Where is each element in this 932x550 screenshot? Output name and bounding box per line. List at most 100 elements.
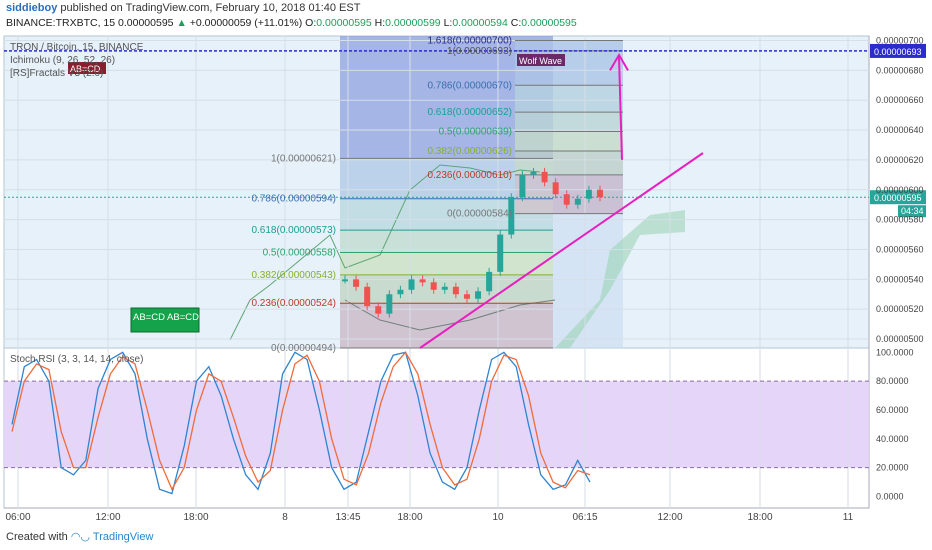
x-tick-label: 18:00 [183, 512, 208, 523]
x-tick-label: 12:00 [95, 512, 120, 523]
countdown-label: 04:34 [901, 206, 924, 216]
target-arrowhead [609, 52, 629, 71]
x-tick-label: 11 [843, 512, 854, 523]
fib-band [515, 112, 623, 132]
candle-body [585, 189, 592, 199]
y-tick-label: 0.00000660 [876, 95, 924, 105]
candle-body [563, 194, 570, 205]
rsi-tick-label: 40.0000 [876, 434, 909, 444]
author-name[interactable]: siddieboy [6, 2, 58, 14]
low-value: 0.00000594 [452, 17, 508, 29]
y-tick-label: 0.00000680 [876, 65, 924, 75]
candle-body [419, 279, 426, 283]
countdown-tag [898, 205, 926, 218]
fib-level-label: 0(0.00000584) [447, 209, 512, 220]
y-tick-label: 0.00000700 [876, 35, 924, 45]
target-price-label: 0.00000693 [874, 47, 922, 57]
x-tick-label: 12:00 [657, 512, 682, 523]
target-price-tag [870, 43, 926, 58]
last-price: 0.00000595 [118, 17, 174, 29]
rsi-legend: Stoch RSI (3, 3, 14, 14, close) [10, 354, 144, 365]
y-tick-label: 0.00000600 [876, 185, 924, 195]
publish-header: siddieboy published on TradingView.com, … [6, 2, 360, 14]
candle-body [386, 294, 393, 314]
chikou-line [229, 164, 541, 341]
fib-level-label: 0.618(0.00000573) [251, 225, 336, 236]
fib-level-label: 0.236(0.00000524) [251, 298, 336, 309]
price-axis[interactable] [869, 36, 932, 508]
fib-level-label: 0.786(0.00000670) [427, 80, 512, 91]
kijun-line [344, 299, 556, 331]
current-price-label: 0.00000595 [874, 193, 922, 203]
y-tick-label: 0.00000500 [876, 334, 924, 344]
fib-level-label: 0(0.00000494) [271, 343, 336, 354]
trendline [419, 152, 704, 349]
candle-body [408, 279, 415, 290]
abcd-box [130, 307, 200, 333]
ichimoku-cloud [555, 210, 685, 348]
y-tick-label: 0.00000640 [876, 125, 924, 135]
candle-body [530, 171, 537, 175]
candle-body [508, 197, 515, 235]
fractals-legend: [RS]Fractals V3 (2.0) [10, 68, 104, 79]
x-tick-label: 06:00 [5, 512, 30, 523]
rsi-tick-label: 100.0000 [876, 347, 914, 357]
x-tick-label: 18:00 [747, 512, 772, 523]
x-tick-label: 18:00 [397, 512, 422, 523]
marks-layer [4, 39, 926, 349]
fib-level-label: 0.786(0.00000594) [251, 194, 336, 205]
tradingview-brand[interactable]: TradingView [92, 531, 154, 543]
candle-body [574, 198, 581, 205]
high-label: H: [374, 17, 386, 29]
symbol-label: BINANCE:TRXBTC, 15 [6, 17, 116, 29]
fib-level-label: 0.5(0.00000639) [439, 127, 512, 138]
rsi-tick-label: 80.0000 [876, 376, 909, 386]
y-tick-label: 0.00000580 [876, 215, 924, 225]
fib-band [340, 303, 553, 348]
candle-body [497, 234, 504, 272]
x-tick-label: 06:15 [572, 512, 597, 523]
candle-body [441, 286, 448, 290]
candle-body [541, 171, 548, 183]
candle-body [463, 294, 470, 299]
candle-body [552, 182, 559, 195]
publish-info: published on TradingView.com, February 1… [60, 2, 361, 14]
y-tick-label: 0.00000540 [876, 274, 924, 284]
current-price-tag [870, 190, 926, 205]
wolfwave-tag [517, 54, 565, 66]
footer: Created with ◠◡ TradingView [6, 530, 153, 543]
target-arrow [618, 56, 623, 160]
candle-body [430, 282, 437, 290]
grid-lines [4, 36, 869, 508]
open-label: O: [305, 17, 317, 29]
y-tick-label: 0.00000560 [876, 244, 924, 254]
price-change: +0.00000059 (+11.01%) [189, 17, 303, 29]
candle-body [486, 271, 493, 292]
fib-level-label: 1(0.00000621) [271, 153, 336, 164]
fib-level-label: 0.382(0.00000626) [427, 146, 512, 157]
created-with: Created with [6, 531, 68, 543]
candle-body [397, 289, 404, 295]
candle-body [597, 189, 603, 198]
fib-level-label: 0.5(0.00000558) [263, 247, 336, 258]
time-axis[interactable] [4, 508, 869, 526]
rsi-tick-label: 20.0000 [876, 463, 909, 473]
y-tick-label: 0.00000620 [876, 155, 924, 165]
rsi-tick-label: 0.0000 [876, 491, 904, 501]
x-tick-label: 13:45 [335, 512, 360, 523]
fib-band [515, 85, 623, 113]
fib-band [340, 252, 553, 275]
abcd-tag-label: AB=CD [70, 64, 101, 74]
candle-body [452, 286, 459, 295]
series-layer [11, 351, 591, 495]
tradingview-logo-icon: ◠◡ [70, 531, 91, 543]
close-label: C: [510, 17, 522, 29]
candle-body [342, 279, 348, 282]
symbol-header: BINANCE:TRXBTC, 15 0.00000595 ▲ +0.00000… [6, 17, 577, 29]
open-value: 0.00000595 [316, 17, 372, 29]
rsi-band [4, 381, 869, 468]
wolfwave-label: Wolf Wave [519, 56, 562, 66]
candle-body [519, 174, 526, 198]
rsi-tick-label: 60.0000 [876, 405, 909, 415]
